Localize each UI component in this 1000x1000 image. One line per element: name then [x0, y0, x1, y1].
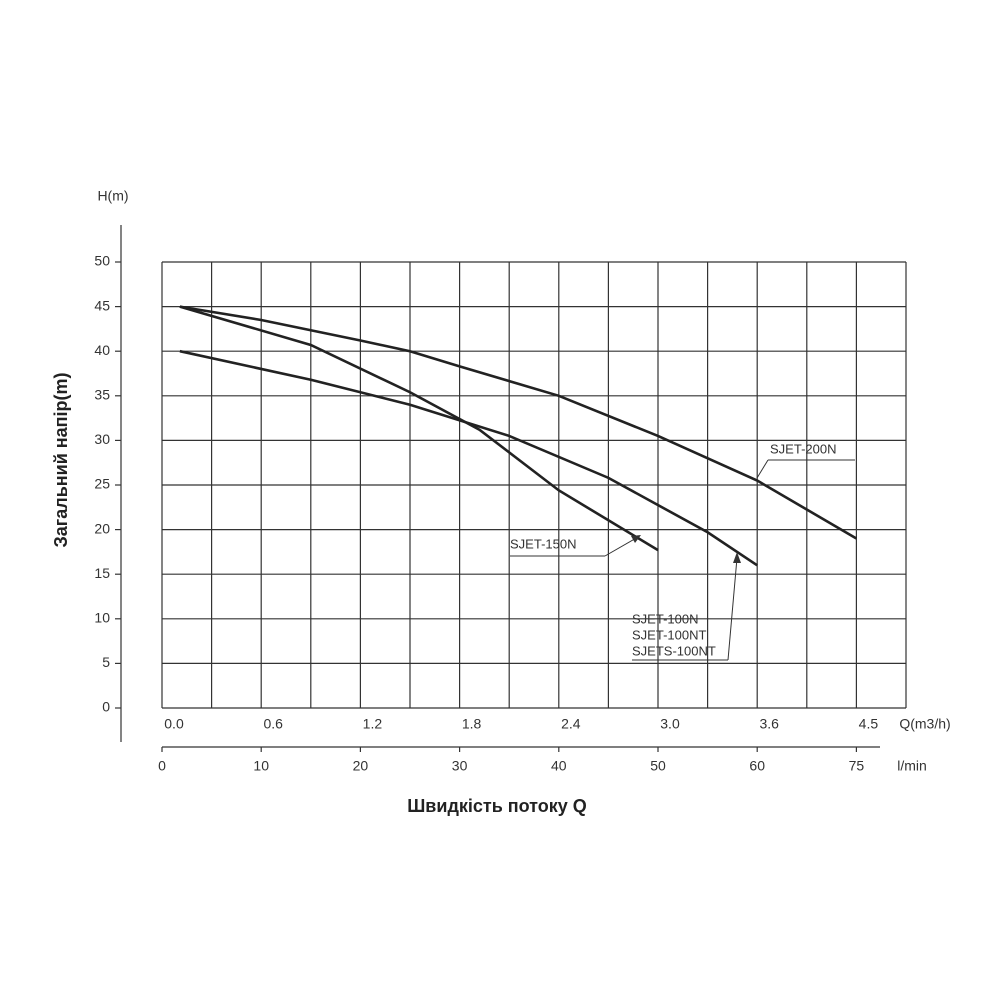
curve	[179, 305, 858, 540]
x2-tick-label: 0.0	[164, 716, 184, 732]
arrow-head	[733, 552, 741, 563]
y-tick-label: 25	[94, 476, 110, 492]
leader	[604, 536, 639, 557]
x-tick-label: 20	[353, 758, 369, 774]
y-tick-label: 0	[102, 699, 110, 715]
y-tick-label: 15	[94, 565, 110, 581]
leader	[756, 459, 769, 479]
y-tick-label: 45	[94, 297, 110, 313]
y-title: Загальний напір(m)	[51, 372, 71, 547]
series-label: SJET-200N	[770, 441, 836, 456]
x-tick-label: 75	[849, 758, 865, 774]
leader	[727, 557, 738, 661]
y-tick-label: 10	[94, 610, 110, 626]
curve	[179, 305, 659, 552]
x2-tick-label: 1.2	[363, 716, 383, 732]
y-tick-label: 40	[94, 342, 110, 358]
x2-tick-label: 0.6	[263, 716, 283, 732]
x-tick-label: 30	[452, 758, 468, 774]
series-label: SJETS-100NT	[632, 643, 716, 658]
x2-unit: Q(m3/h)	[899, 716, 950, 732]
y-tick-label: 30	[94, 431, 110, 447]
arrow-head	[631, 535, 641, 543]
x-title: Швидкість потоку Q	[407, 796, 587, 816]
x-tick-label: 40	[551, 758, 567, 774]
y-tick-label: 50	[94, 253, 110, 269]
x2-tick-label: 4.5	[859, 716, 879, 732]
x-tick-label: 50	[650, 758, 666, 774]
x2-tick-label: 3.6	[759, 716, 779, 732]
x-tick-label: 60	[749, 758, 765, 774]
x-tick-label: 0	[158, 758, 166, 774]
x-unit: l/min	[897, 758, 927, 774]
y-tick-label: 5	[102, 654, 110, 670]
y-tick-label: 20	[94, 520, 110, 536]
x2-tick-label: 1.8	[462, 716, 482, 732]
y-tick-label: 35	[94, 387, 110, 403]
series-label: SJET-100N	[632, 611, 698, 626]
x2-tick-label: 2.4	[561, 716, 581, 732]
series-label: SJET-100NT	[632, 627, 706, 642]
x2-tick-label: 3.0	[660, 716, 680, 732]
y-unit: H(m)	[97, 188, 128, 204]
series-label: SJET-150N	[510, 536, 576, 551]
curve	[179, 349, 758, 567]
x-tick-label: 10	[253, 758, 269, 774]
